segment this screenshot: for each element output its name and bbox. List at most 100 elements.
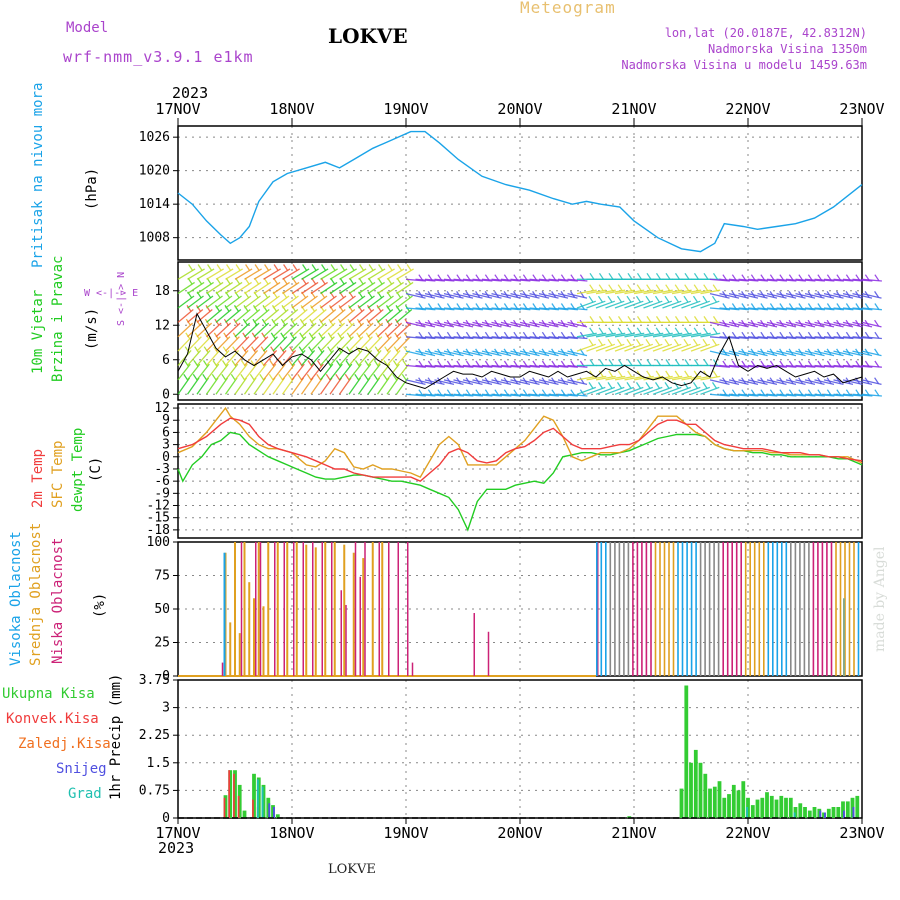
wind-barb: [339, 295, 356, 309]
cloud-bar-low: [312, 542, 314, 676]
cloud-bar-overcast: [794, 542, 797, 676]
cloud-bar-overcast: [654, 542, 657, 676]
wind-barb: [310, 295, 328, 309]
wind-barb-flag: [598, 316, 605, 323]
wind-barb-flag: [703, 272, 709, 280]
y-tick-label: 50: [154, 602, 170, 617]
footer-station: LOKVE: [328, 862, 376, 877]
cloud-bar-overcast: [645, 542, 648, 676]
wind-barb-flag: [245, 264, 251, 271]
wind-barb: [301, 295, 318, 309]
wind-barb-flag: [665, 284, 671, 292]
wind-barb-flag: [693, 327, 699, 335]
y-tick-label: 25: [154, 636, 170, 651]
wind-barb-flag: [616, 338, 623, 346]
wind-barb-flag: [289, 346, 295, 354]
cloud-bar-overcast: [605, 542, 607, 676]
wind-barb-flag: [195, 305, 202, 312]
cloud-bar-mid: [305, 544, 308, 676]
wind-barb-flag: [283, 264, 289, 271]
wind-barb-flag: [645, 382, 651, 389]
wind-barb: [272, 336, 288, 352]
y-tick-label: 3.75: [139, 673, 170, 688]
wind-barb: [215, 377, 229, 395]
wind-barb-flag: [702, 338, 708, 346]
wind-barb-flag: [616, 382, 623, 389]
wind-barb-flag: [216, 264, 222, 271]
cloud-bar-overcast: [740, 542, 742, 676]
cloud-bar-overcast: [857, 542, 860, 676]
wind-barb: [377, 309, 394, 323]
wind-barb-flag: [194, 346, 200, 354]
wind-barb: [367, 309, 384, 323]
wind-barb: [196, 377, 210, 395]
wind-barb: [205, 363, 220, 381]
precip-bar-rain: [769, 795, 774, 818]
y-tick-label: 1.5: [147, 756, 170, 771]
wind-barb: [586, 300, 606, 309]
wind-barb-flag: [693, 284, 699, 292]
wind-barb-flag: [385, 305, 392, 312]
precip-bar-rain: [722, 797, 727, 818]
wind-barb: [339, 309, 356, 323]
wind-barb: [187, 295, 204, 309]
y-tick-label: -15: [147, 511, 170, 526]
cloud-bar-overcast: [713, 542, 715, 676]
wind-barb: [329, 377, 343, 395]
cloud-bar-low: [388, 542, 390, 676]
wind-barb: [643, 300, 663, 309]
cloud-bar-overcast: [695, 542, 697, 676]
wind-barb-flag: [874, 291, 880, 298]
wind-barb-flag: [278, 373, 284, 381]
wind-barb: [329, 309, 346, 323]
wind-barb: [215, 309, 232, 323]
wind-barb-flag: [378, 264, 384, 271]
precip-legend-hail: Grad: [68, 786, 102, 802]
wind-barb-flag: [702, 295, 708, 303]
wind-barb: [196, 309, 213, 323]
wind-barb: [206, 309, 223, 323]
time-tick-label-bottom: 18NOV: [269, 824, 314, 842]
y-tick-label: 0: [162, 669, 170, 684]
cloud-bar-mid: [248, 582, 251, 676]
cloud-bar-overcast: [790, 542, 792, 676]
wind-barb: [377, 336, 392, 352]
cloud-bar-overcast: [785, 542, 788, 676]
wind-barb: [396, 322, 412, 338]
wind-barb: [263, 322, 279, 338]
wind-barb: [234, 336, 250, 352]
wind-barb-flag: [374, 346, 380, 354]
precip-bar-rain: [779, 795, 784, 818]
y-tick-label: -18: [147, 523, 170, 538]
y-tick-label: 12: [154, 318, 170, 333]
wind-barb-flag: [617, 370, 623, 378]
wind-barb-flag: [627, 327, 633, 335]
wind-barb-flag: [608, 359, 614, 366]
precip-bar-snow: [268, 803, 271, 818]
y-tick-label: 100: [147, 535, 170, 550]
wind-barb-flag: [654, 382, 661, 389]
wind-barb: [662, 343, 682, 352]
precip-bar-rain: [765, 792, 769, 818]
cloud-bar-overcast: [600, 542, 603, 676]
wind-barb: [244, 309, 261, 323]
wind-barb: [662, 300, 682, 309]
cloud-bar-low: [283, 542, 285, 676]
cloud-bar-overcast: [772, 542, 774, 676]
wind-barb-flag: [393, 346, 399, 354]
cloud-bar-overcast: [781, 542, 783, 676]
wind-barb-flag: [328, 305, 335, 312]
wind-barb: [253, 295, 271, 309]
precip-bar-convective: [252, 799, 254, 818]
precip-bar-rain: [727, 794, 731, 818]
wind-barb: [196, 295, 214, 309]
wind-barb-flag: [711, 338, 718, 346]
wind-barb: [367, 322, 384, 338]
wind-barb-flag: [646, 327, 652, 335]
wind-barb: [386, 377, 400, 395]
cloud-bar-low: [293, 542, 295, 676]
wind-barb-flag: [306, 373, 312, 381]
wind-barb: [272, 377, 286, 395]
precip-bar-rain: [698, 762, 703, 818]
wind-barb-flag: [321, 264, 327, 271]
